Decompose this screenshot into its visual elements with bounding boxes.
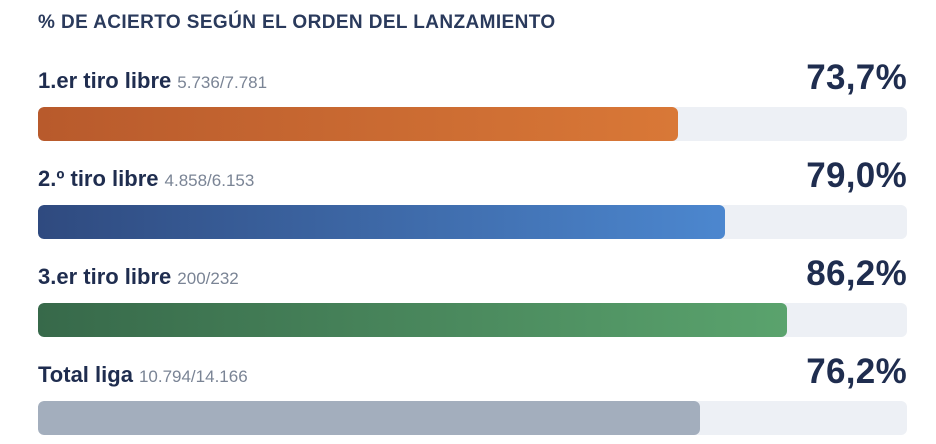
bar-row-3: 3.er tiro libre 200/232 86,2% — [38, 254, 907, 346]
bar-label-line: 1.er tiro libre 5.736/7.781 73,7% — [38, 58, 907, 97]
bar — [38, 107, 679, 141]
chart: % DE ACIERTO SEGÚN EL ORDEN DEL LANZAMIE… — [38, 0, 907, 438]
category-label: 2.º tiro libre — [38, 166, 159, 191]
bar-label-line: Total liga 10.794/14.166 76,2% — [38, 352, 907, 391]
bar-label: 3.er tiro libre 200/232 — [38, 264, 239, 290]
bar-track — [38, 107, 907, 141]
detail-label: 10.794/14.166 — [138, 367, 248, 386]
detail-label: 5.736/7.781 — [177, 73, 268, 92]
chart-title: % DE ACIERTO SEGÚN EL ORDEN DEL LANZAMIE… — [38, 12, 556, 33]
category-label: 1.er tiro libre — [38, 68, 172, 93]
bar-label: Total liga 10.794/14.166 — [38, 362, 248, 388]
bar-track — [38, 303, 907, 337]
bar-track — [38, 401, 907, 435]
bar-row-1: 1.er tiro libre 5.736/7.781 73,7% — [38, 58, 907, 150]
bar-label-line: 2.º tiro libre 4.858/6.153 79,0% — [38, 156, 907, 195]
detail-label: 200/232 — [177, 269, 239, 288]
category-label: 3.er tiro libre — [38, 264, 172, 289]
bar-track — [38, 205, 907, 239]
value-label: 76,2% — [806, 352, 907, 391]
value-label: 79,0% — [806, 156, 907, 195]
bar-label-line: 3.er tiro libre 200/232 86,2% — [38, 254, 907, 293]
value-label: 86,2% — [806, 254, 907, 293]
bar — [38, 205, 725, 239]
bar-row-2: 2.º tiro libre 4.858/6.153 79,0% — [38, 156, 907, 248]
bar — [38, 303, 788, 337]
detail-label: 4.858/6.153 — [164, 171, 255, 190]
value-label: 73,7% — [806, 58, 907, 97]
bar-row-4: Total liga 10.794/14.166 76,2% — [38, 352, 907, 444]
category-label: Total liga — [38, 362, 133, 387]
bar-label: 1.er tiro libre 5.736/7.781 — [38, 68, 267, 94]
bar — [38, 401, 701, 435]
bar-label: 2.º tiro libre 4.858/6.153 — [38, 166, 254, 192]
